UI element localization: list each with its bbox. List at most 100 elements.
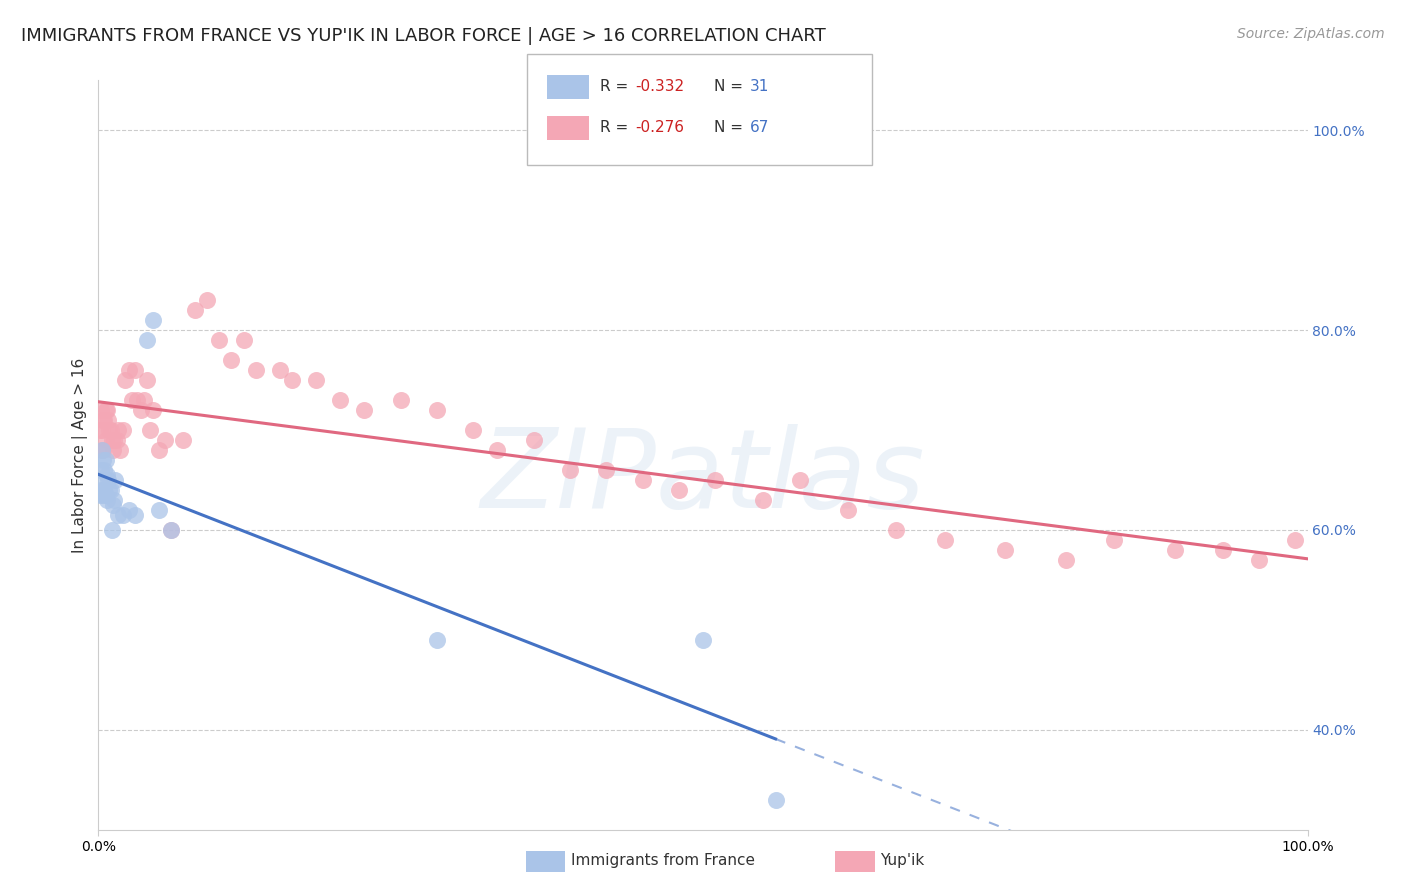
Point	[523, 433, 546, 447]
Point	[1212, 542, 1234, 557]
Point	[100, 523, 122, 537]
Point	[245, 363, 267, 377]
Point	[89, 423, 111, 437]
Point	[91, 442, 114, 457]
Point	[97, 413, 120, 427]
Text: IMMIGRANTS FROM FRANCE VS YUP'IK IN LABOR FORCE | AGE > 16 CORRELATION CHART: IMMIGRANTS FROM FRANCE VS YUP'IK IN LABO…	[21, 27, 825, 45]
Point	[221, 353, 243, 368]
Point	[94, 403, 117, 417]
Point	[886, 523, 908, 537]
Point	[281, 373, 304, 387]
Point	[91, 423, 114, 437]
Point	[124, 363, 146, 377]
Point	[108, 442, 131, 457]
Point	[124, 508, 146, 522]
Point	[353, 403, 375, 417]
Point	[94, 488, 117, 502]
Point	[704, 473, 727, 487]
Point	[98, 483, 121, 497]
Point	[90, 463, 112, 477]
Point	[94, 433, 117, 447]
Point	[91, 453, 114, 467]
Point	[91, 442, 114, 457]
Text: Source: ZipAtlas.com: Source: ZipAtlas.com	[1237, 27, 1385, 41]
Point	[93, 413, 115, 427]
Text: N =: N =	[714, 120, 748, 135]
Point	[1054, 553, 1077, 567]
Point	[837, 503, 859, 517]
Point	[426, 632, 449, 647]
Point	[1102, 533, 1125, 547]
Point	[389, 392, 412, 407]
Point	[752, 492, 775, 507]
Point	[134, 392, 156, 407]
Text: Immigrants from France: Immigrants from France	[571, 854, 755, 868]
Point	[107, 423, 129, 437]
Point	[631, 473, 654, 487]
Point	[93, 483, 115, 497]
Point	[994, 542, 1017, 557]
Point	[135, 373, 157, 387]
Point	[153, 433, 176, 447]
Point	[118, 363, 141, 377]
Point	[934, 533, 956, 547]
Point	[103, 492, 125, 507]
Point	[98, 423, 121, 437]
Text: -0.332: -0.332	[636, 79, 685, 94]
Point	[269, 363, 291, 377]
Point	[111, 423, 134, 437]
Point	[114, 373, 136, 387]
Point	[789, 473, 811, 487]
Point	[97, 473, 120, 487]
Point	[91, 488, 114, 502]
Point	[184, 303, 207, 318]
Point	[118, 503, 141, 517]
Point	[329, 392, 352, 407]
Point	[208, 333, 231, 347]
Point	[96, 403, 118, 417]
Point	[160, 523, 183, 537]
Point	[305, 373, 328, 387]
Point	[486, 442, 509, 457]
Point	[1163, 542, 1185, 557]
Point	[127, 392, 149, 407]
Point	[135, 333, 157, 347]
Point	[172, 433, 194, 447]
Text: -0.276: -0.276	[636, 120, 685, 135]
Point	[765, 792, 787, 806]
Point	[104, 473, 127, 487]
Point	[1284, 533, 1306, 547]
Point	[111, 508, 134, 522]
Point	[105, 433, 128, 447]
Point	[232, 333, 254, 347]
Point	[160, 523, 183, 537]
Point	[558, 463, 581, 477]
Text: N =: N =	[714, 79, 748, 94]
Point	[90, 483, 112, 497]
Point	[692, 632, 714, 647]
Text: 67: 67	[749, 120, 769, 135]
Point	[139, 423, 162, 437]
Point	[89, 488, 111, 502]
Point	[142, 403, 165, 417]
Point	[595, 463, 617, 477]
Point	[103, 433, 125, 447]
Y-axis label: In Labor Force | Age > 16: In Labor Force | Age > 16	[72, 358, 89, 552]
Point	[96, 467, 118, 482]
Point	[91, 413, 114, 427]
Point	[100, 433, 122, 447]
Point	[195, 293, 218, 307]
Point	[100, 423, 122, 437]
Point	[463, 423, 485, 437]
Point	[91, 442, 114, 457]
Point	[96, 492, 118, 507]
Point	[91, 473, 114, 487]
Point	[121, 392, 143, 407]
Point	[148, 442, 170, 457]
Text: Yup'ik: Yup'ik	[880, 854, 924, 868]
Point	[100, 483, 122, 497]
Point	[101, 442, 124, 457]
Point	[90, 403, 112, 417]
Point	[142, 313, 165, 327]
Point	[101, 498, 124, 512]
